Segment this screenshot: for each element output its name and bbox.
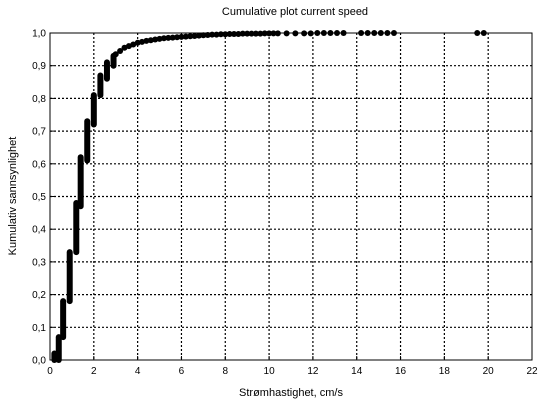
y-tick-label: 0,6	[32, 159, 46, 170]
x-tick-label: 22	[526, 366, 538, 377]
data-point	[231, 30, 238, 37]
x-tick-label: 20	[483, 366, 495, 377]
data-point	[147, 37, 154, 44]
data-point	[226, 30, 233, 37]
y-tick-label: 1,0	[32, 29, 46, 40]
y-tick-label: 0,3	[32, 257, 46, 268]
x-tick-label: 6	[179, 366, 185, 377]
data-point	[195, 32, 202, 39]
y-tick-label: 0,9	[32, 61, 46, 72]
data-point	[112, 51, 119, 58]
y-tick-label: 0,1	[32, 323, 46, 334]
y-tick-label: 0,5	[32, 192, 46, 203]
data-point	[252, 30, 259, 37]
data-point	[235, 30, 242, 37]
y-tick-label: 0,2	[32, 290, 46, 301]
y-axis-label: Kumulativ sannsynlighet	[7, 137, 19, 256]
grid	[49, 32, 533, 361]
data-point	[257, 30, 264, 37]
data-point	[143, 37, 150, 44]
data-series	[51, 30, 487, 363]
data-point	[244, 30, 251, 37]
x-tick-labels: 0 2 4 6 8 10 12 14 16 18 20 22	[47, 366, 538, 377]
x-tick-label: 14	[351, 366, 363, 377]
data-point	[117, 47, 124, 54]
data-point	[182, 33, 189, 40]
data-point	[160, 35, 167, 42]
data-point	[187, 33, 194, 40]
x-axis-label: Strømhastighet, cm/s	[239, 387, 343, 399]
x-tick-label: 12	[307, 366, 319, 377]
data-point	[156, 35, 163, 42]
data-point	[178, 33, 185, 40]
y-tick-label: 0,4	[32, 225, 46, 236]
data-point	[191, 32, 198, 39]
y-tick-label: 0,8	[32, 94, 46, 105]
y-tick-label: 0,7	[32, 127, 46, 138]
y-tick-labels: 0,0 0,1 0,2 0,3 0,4 0,5 0,6 0,7 0,8 0,9 1,0	[32, 29, 46, 367]
data-point	[200, 32, 207, 39]
data-point	[248, 30, 255, 37]
plot-frame	[49, 32, 533, 361]
x-tick-label: 8	[222, 366, 228, 377]
x-tick-label: 10	[264, 366, 276, 377]
data-point	[239, 30, 246, 37]
chart-title: Cumulative plot current speed	[222, 6, 368, 18]
x-tick-label: 16	[395, 366, 407, 377]
x-tick-label: 2	[91, 366, 97, 377]
x-tick-label: 4	[135, 366, 141, 377]
x-tick-label: 18	[439, 366, 451, 377]
x-tick-label: 0	[47, 366, 53, 377]
data-point	[165, 34, 172, 41]
data-point	[174, 34, 181, 41]
data-point	[152, 36, 159, 43]
data-point	[169, 34, 176, 41]
y-tick-label: 0,0	[32, 356, 46, 367]
